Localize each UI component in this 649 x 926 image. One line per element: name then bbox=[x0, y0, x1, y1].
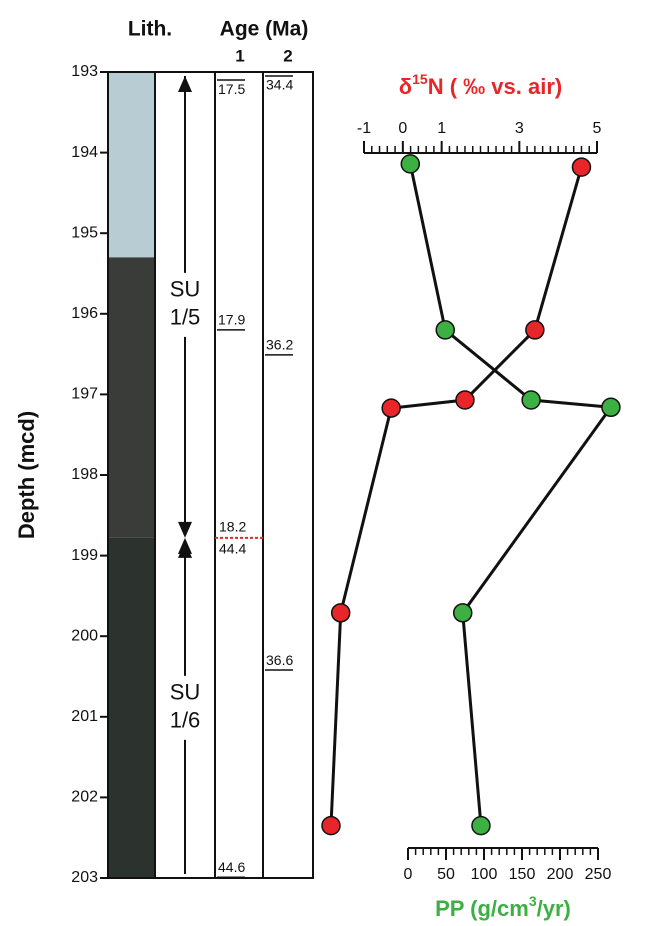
x-tick-label: 150 bbox=[509, 866, 536, 883]
age-label: 36.2 bbox=[266, 337, 293, 353]
y-tick-label: 196 bbox=[71, 305, 98, 322]
lithology-block bbox=[108, 257, 155, 538]
y-tick-label: 199 bbox=[71, 547, 98, 564]
unit-label: SU bbox=[170, 277, 201, 302]
x-axis-title-part: 3 bbox=[529, 893, 537, 909]
y-tick-label: 203 bbox=[71, 869, 98, 886]
age-label: 44.6 bbox=[218, 859, 245, 875]
x-axis-title-part: N ( ‰ vs. air) bbox=[428, 74, 562, 99]
x-tick-label: 0 bbox=[398, 120, 407, 137]
x-axis-title-part: PP (g/cm bbox=[435, 896, 529, 921]
y-tick-label: 201 bbox=[71, 708, 98, 725]
x-tick-label: 0 bbox=[404, 866, 413, 883]
lithology-block bbox=[108, 72, 155, 258]
data-point bbox=[400, 154, 421, 174]
data-point bbox=[525, 320, 545, 340]
x-tick-label: 1 bbox=[437, 120, 446, 137]
age-label: 17.5 bbox=[218, 81, 245, 97]
y-tick-label: 200 bbox=[71, 627, 98, 644]
unit-label: 1/5 bbox=[170, 305, 201, 330]
lithology-block bbox=[108, 537, 155, 878]
age-label: 34.4 bbox=[266, 77, 293, 93]
age-label: 36.6 bbox=[266, 652, 293, 668]
x-axis-title-part: 15 bbox=[412, 71, 428, 87]
arrow-head bbox=[178, 76, 192, 92]
y-tick-label: 195 bbox=[71, 224, 98, 241]
data-point bbox=[330, 603, 351, 623]
y-tick-label: 197 bbox=[71, 386, 98, 403]
x-tick-label: -1 bbox=[357, 120, 371, 137]
age-label: 44.4 bbox=[219, 541, 246, 557]
data-point bbox=[452, 603, 473, 623]
x-tick-label: 3 bbox=[515, 120, 524, 137]
data-point bbox=[455, 390, 475, 410]
x-axis-title: δ15N ( ‰ vs. air) bbox=[399, 71, 562, 99]
y-tick-label: 193 bbox=[71, 63, 98, 80]
data-point bbox=[521, 390, 541, 410]
series-line bbox=[329, 166, 583, 826]
age-label: 17.9 bbox=[218, 312, 245, 328]
x-tick-label: 100 bbox=[471, 866, 498, 883]
data-point bbox=[321, 815, 341, 836]
x-axis-title-part: δ bbox=[399, 74, 412, 99]
data-point bbox=[601, 397, 621, 418]
y-tick-label: 198 bbox=[71, 466, 98, 483]
x-tick-label: 50 bbox=[437, 866, 455, 883]
unit-label: SU bbox=[170, 680, 201, 705]
x-axis-title-part: /yr) bbox=[537, 896, 571, 921]
y-tick-label: 202 bbox=[71, 789, 98, 806]
data-point bbox=[471, 815, 491, 836]
age-col-header: 1 bbox=[235, 46, 244, 65]
age-header: Age (Ma) bbox=[220, 18, 309, 41]
series-line bbox=[408, 163, 614, 826]
data-point bbox=[381, 398, 401, 418]
data-point bbox=[435, 320, 455, 340]
x-tick-label: 250 bbox=[585, 866, 612, 883]
data-point bbox=[571, 157, 592, 177]
arrow-head bbox=[178, 521, 192, 538]
unit-label: 1/6 bbox=[170, 708, 201, 733]
x-tick-label: 5 bbox=[593, 120, 602, 137]
arrow-head bbox=[178, 537, 192, 554]
y-axis-title: Depth (mcd) bbox=[14, 411, 39, 539]
x-axis-title: PP (g/cm3/yr) bbox=[435, 893, 571, 921]
x-tick-label: 200 bbox=[547, 866, 574, 883]
lith-header: Lith. bbox=[128, 18, 172, 41]
age-col-header: 2 bbox=[283, 46, 292, 65]
age-label: 18.2 bbox=[219, 519, 246, 535]
y-tick-label: 194 bbox=[71, 144, 98, 161]
